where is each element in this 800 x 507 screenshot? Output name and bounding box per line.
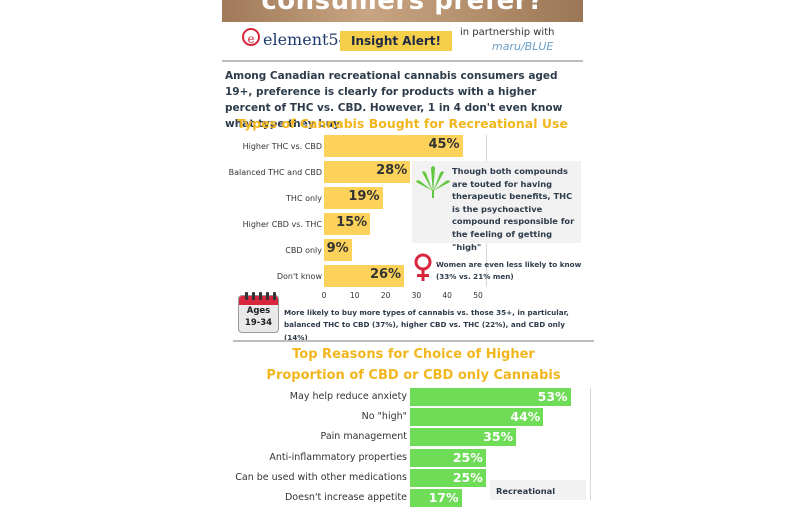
chart2-category-label: May help reduce anxiety: [289, 391, 407, 402]
calendar-ring: [245, 292, 248, 300]
chart1-tick-label: 0: [321, 291, 327, 300]
chart2-title-line1: Top Reasons for Choice of Higher: [292, 347, 535, 362]
chart1-category-label: CBD only: [285, 246, 322, 255]
ages-note-text: More likely to buy more types of cannabi…: [284, 308, 569, 342]
logo-mark-icon: e: [242, 28, 260, 46]
chart1-tick-label: 50: [473, 291, 483, 300]
chart2-category-label: Can be used with other medications: [235, 471, 407, 483]
chart1-bar: [324, 265, 405, 287]
chart2-value-label: 25%: [452, 449, 483, 465]
recreational-box: [490, 480, 586, 500]
chart1-category-label: Balanced THC and CBD: [228, 168, 322, 177]
logo-text: element54: [263, 30, 349, 49]
chart1-category-label: Don't know: [276, 272, 322, 281]
chart1-title: Types of Cannabis Bought for Recreationa…: [237, 116, 568, 131]
calendar-ring: [273, 292, 276, 300]
chart1-category-label: Higher THC vs. CBD: [242, 142, 322, 151]
chart2-value-label: 17%: [428, 490, 459, 505]
chart1-tick-label: 40: [442, 291, 452, 300]
ages-range: 19-34: [244, 318, 273, 328]
chart1-tick-label: 30: [411, 291, 422, 300]
chart1-bar: [324, 187, 383, 209]
cannabis-leaf-icon: [416, 166, 450, 198]
calendar-header: [239, 296, 278, 305]
chart2-bar: [410, 428, 517, 447]
ages-label: Ages: [246, 306, 271, 316]
partner-name: maru/BLUE: [492, 40, 554, 53]
recreational-label: Recreational: [496, 486, 556, 496]
chart2-value-label: 44%: [510, 409, 541, 425]
chart2-value-label: 35%: [483, 429, 514, 445]
chart1-bar: [324, 213, 371, 235]
chart2-category-label: Doesn't increase appetite: [284, 492, 407, 503]
calendar-ring: [266, 292, 269, 300]
chart1-value-label: 9%: [326, 241, 349, 256]
header-banner: consumers prefer?: [222, 0, 583, 22]
chart1-category-label: THC only: [286, 194, 322, 203]
chart2-bar: [410, 388, 571, 406]
intro-text: Among Canadian recreational cannabis con…: [225, 70, 563, 130]
chart2-axis-line: [590, 388, 591, 500]
chart2-bar: [410, 408, 544, 427]
thc-note-text: Though both compounds are touted for hav…: [452, 166, 575, 252]
calendar-ring: [259, 292, 262, 300]
chart2-bar: [410, 448, 486, 467]
chart1-tick-label: 10: [350, 291, 360, 300]
calendar-ring: [252, 292, 255, 300]
chart1-bar: [324, 161, 411, 183]
chart2-title-line2: Proportion of CBD or CBD only Cannabis: [266, 368, 561, 383]
calendar-icon: Ages 19-34: [238, 292, 279, 333]
chart2-category-label: Anti-inflammatory properties: [269, 451, 407, 463]
chart1-bar: [324, 239, 352, 261]
chart2-bar: [410, 468, 486, 487]
chart1-bar: [324, 135, 463, 157]
chart2-value-label: 25%: [452, 469, 483, 485]
chart2-category-label: Pain management: [320, 431, 407, 443]
chart1-value-label: 28%: [376, 163, 408, 178]
women-note-text: Women are even less likely to know (33% …: [436, 260, 582, 281]
chart1-value-label: 19%: [348, 189, 380, 204]
chart1-value-label: 15%: [336, 215, 368, 230]
chart1-category-label: Higher CBD vs. THC: [242, 220, 322, 229]
partner-text: in partnership with: [460, 27, 555, 38]
chart2-category-label: No "high": [361, 411, 407, 423]
banner-title: consumers prefer?: [261, 0, 544, 16]
female-symbol-icon: [414, 253, 432, 281]
section-divider: [233, 340, 594, 342]
insight-badge: Insight Alert!: [340, 31, 452, 51]
chart2-value-label: 53%: [537, 389, 568, 404]
chart1-tick-label: 20: [380, 291, 391, 300]
chart1-value-label: 45%: [428, 137, 460, 152]
chart1-value-label: 26%: [369, 267, 402, 282]
